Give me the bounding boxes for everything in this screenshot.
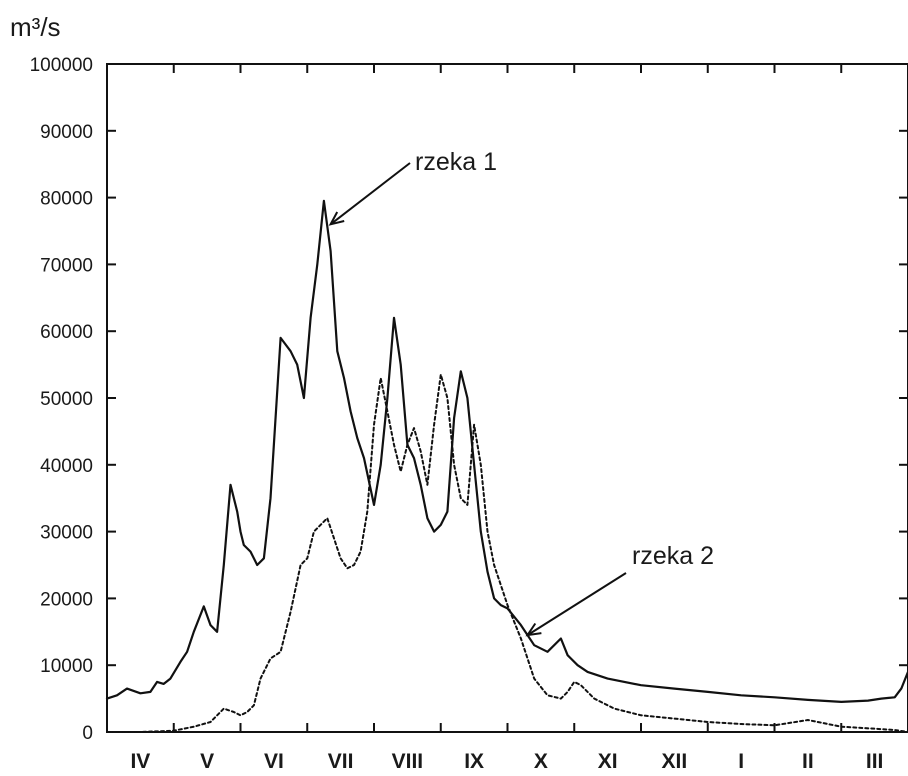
annotation-label: rzeka 1 <box>415 148 497 176</box>
y-tick-label: 80000 <box>40 189 93 210</box>
y-axis-unit-label: m³/s <box>10 12 61 42</box>
y-tick-label: 70000 <box>40 255 93 276</box>
y-tick-label: 10000 <box>40 656 93 677</box>
annotation-layer: rzeka 1 rzeka 2 <box>328 148 714 637</box>
series-line-2 <box>106 373 908 733</box>
annotation-label: rzeka 2 <box>632 542 714 570</box>
y-tick-label: 30000 <box>40 523 93 544</box>
x-axis-ticks: IV V VI VII VIII IX X XI XII I II III <box>106 64 908 773</box>
y-tick-label: 40000 <box>40 456 93 477</box>
x-tick-label: VIII <box>392 750 424 773</box>
x-tick-label: I <box>738 750 744 773</box>
x-tick-label: V <box>200 750 214 773</box>
y-tick-label: 50000 <box>40 389 93 410</box>
y-tick-label: 20000 <box>40 589 93 610</box>
x-tick-label: IX <box>464 750 484 773</box>
x-tick-label: VI <box>264 750 284 773</box>
y-tick-label: 60000 <box>40 322 93 343</box>
plot-frame <box>106 63 908 733</box>
x-tick-label: III <box>866 750 884 773</box>
series-line-1 <box>105 199 908 703</box>
x-tick-label: X <box>534 750 548 773</box>
annotation-arrowhead <box>525 622 542 637</box>
x-tick-label: IV <box>130 750 150 773</box>
x-tick-label: II <box>802 750 814 773</box>
annotation-arrow-line <box>330 162 411 226</box>
x-tick-label: XI <box>598 750 618 773</box>
y-tick-label: 100000 <box>30 55 93 76</box>
x-tick-label: VII <box>328 750 354 773</box>
y-axis-ticks: 0 10000 20000 30000 40000 50000 60000 70000 8000… <box>30 55 908 744</box>
y-tick-label: 0 <box>82 723 93 744</box>
annotation-arrow-line <box>526 572 627 636</box>
y-tick-label: 90000 <box>40 122 93 143</box>
x-tick-label: XII <box>662 750 688 773</box>
series-layer <box>105 199 908 733</box>
annotation-arrowhead <box>328 211 345 226</box>
